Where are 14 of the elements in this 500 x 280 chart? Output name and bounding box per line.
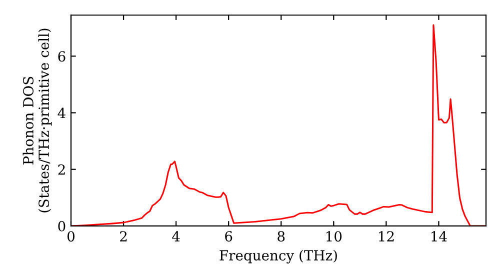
x-tick-label: 12 — [379, 231, 394, 242]
x-tick-label: 6 — [225, 231, 232, 242]
x-axis-title: Frequency (THz) — [220, 250, 337, 264]
y-tick-label: 2 — [58, 164, 65, 175]
x-tick-label: 10 — [326, 231, 342, 242]
y-tick-label: 6 — [58, 51, 66, 62]
x-tick-label: 14 — [432, 231, 447, 242]
x-tick-label: 4 — [172, 231, 180, 242]
x-tick-label: 8 — [278, 231, 285, 242]
y-tick-label: 0 — [58, 220, 66, 232]
y-axis-title: Phonon DOS (States/THz·primitive cell) — [22, 28, 52, 212]
y-tick-label: 4 — [58, 108, 66, 118]
x-tick-label: 0 — [67, 231, 74, 242]
x-tick-label: 2 — [120, 231, 127, 242]
